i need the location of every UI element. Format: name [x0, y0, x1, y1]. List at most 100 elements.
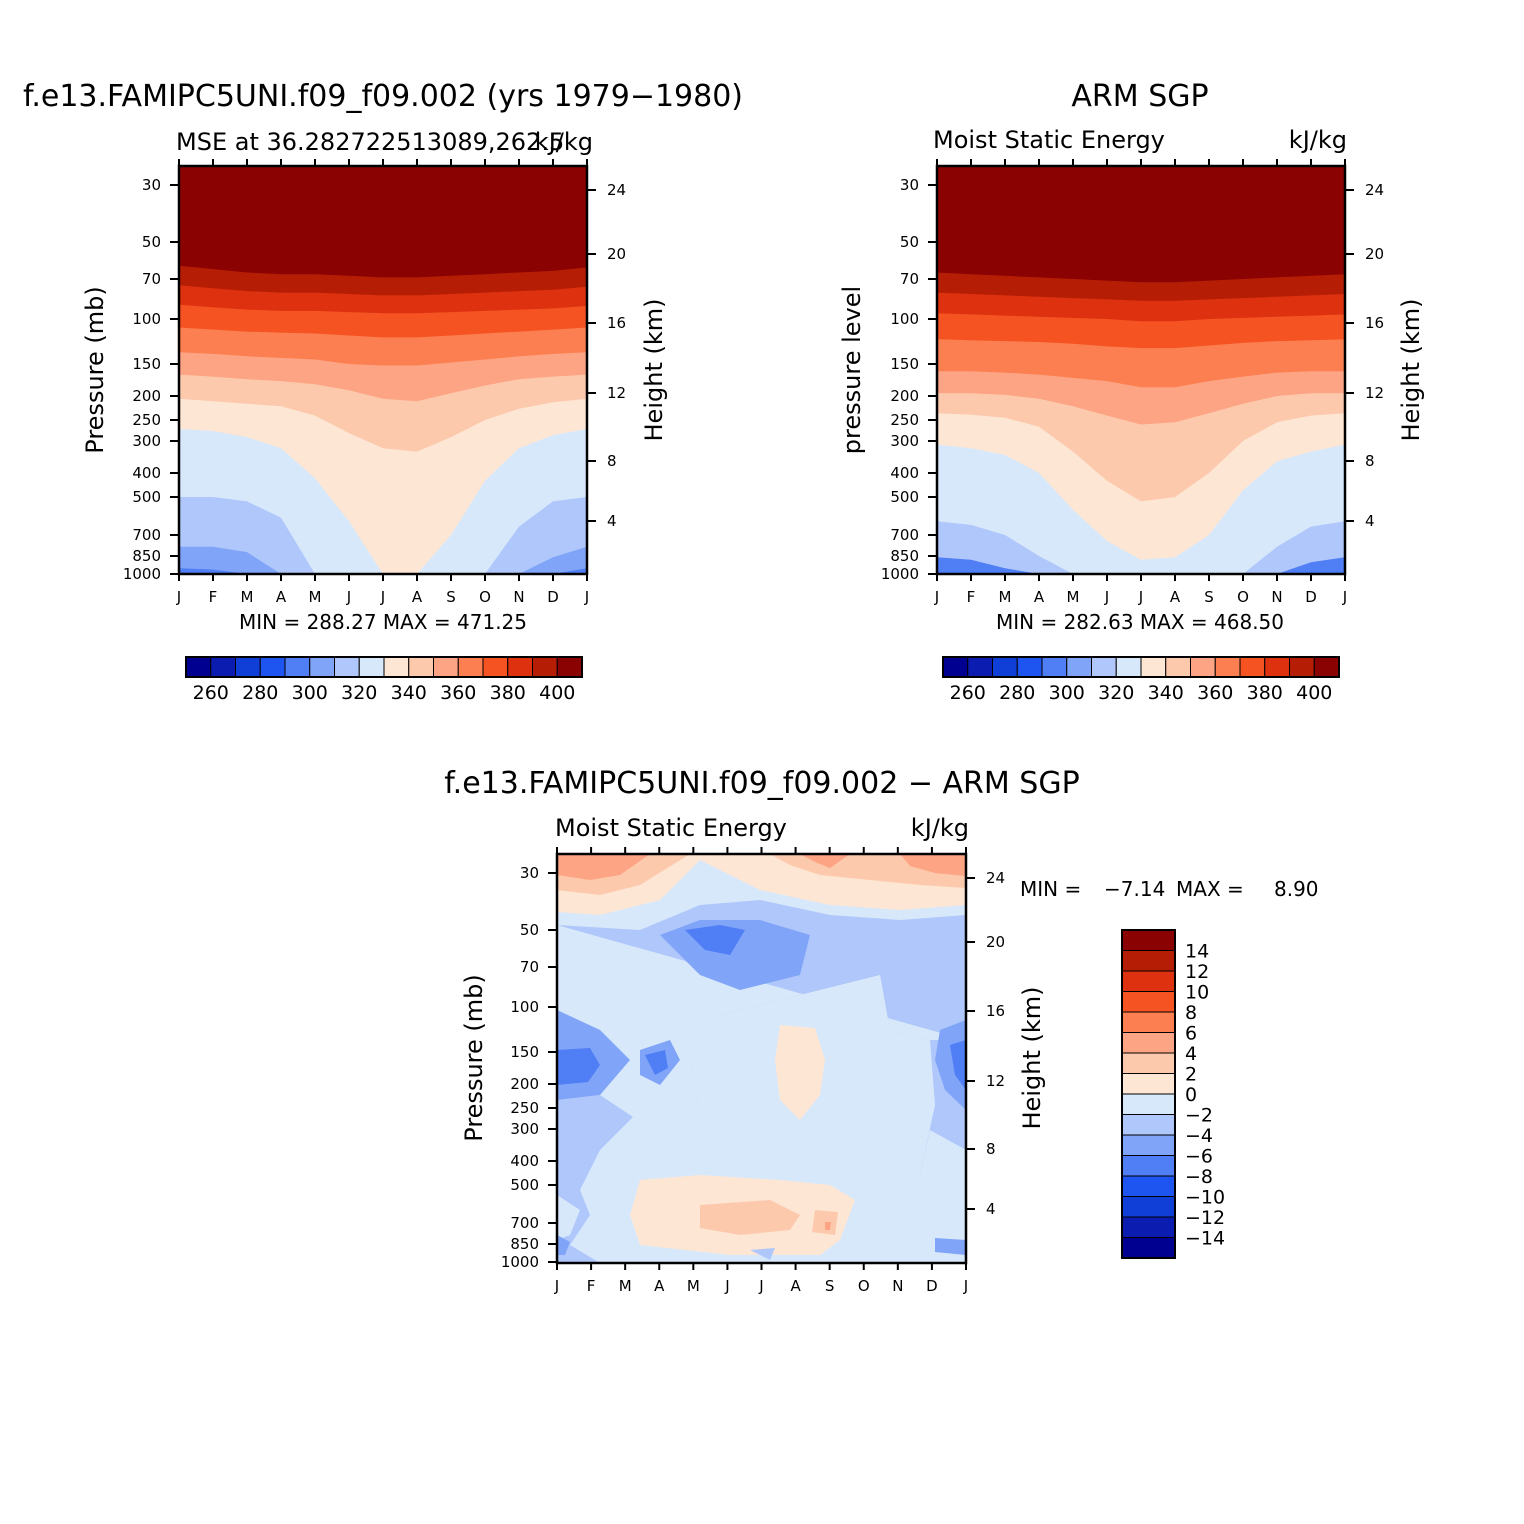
diff-cbar-box: [1121, 1155, 1176, 1177]
model-ylabel: Pressure (mb): [81, 286, 109, 453]
model-cbar-box: [556, 656, 583, 678]
obs-cbar-label: 380: [1247, 682, 1283, 704]
model-ytick-right-label: 12: [607, 384, 626, 402]
diff-max-label: MAX =: [1176, 877, 1244, 901]
model-title: f.e13.FAMIPC5UNI.f09_f09.002 (yrs 1979−1…: [23, 79, 743, 114]
model-ytick-right-label: 16: [607, 314, 626, 332]
model-xtick-label: J: [380, 588, 385, 606]
obs-ylabel: pressure level: [838, 286, 866, 454]
diff-band-neg-bottom-b: [935, 1238, 966, 1255]
model-cbar-box: [457, 656, 484, 678]
obs-cbar-label: 340: [1148, 682, 1184, 704]
obs-ytick-label: 70: [900, 270, 919, 288]
obs-ytick-label: 100: [890, 310, 919, 328]
diff-cbar-label: −14: [1185, 1228, 1225, 1250]
diff-cbar-label: 8: [1185, 1002, 1197, 1024]
model-xtick-label: J: [346, 588, 351, 606]
model-cbar-label: 340: [391, 682, 427, 704]
diff-xtick-label: J: [554, 1277, 559, 1295]
diff-band-neg8-a: [685, 925, 745, 955]
diff-ytick-label: 70: [520, 958, 539, 976]
obs-cbar-box: [1190, 656, 1216, 678]
model-cbar-box: [433, 656, 459, 678]
model-cbar-box: [259, 656, 286, 678]
obs-ytick-right-label: 16: [1365, 314, 1384, 332]
obs-title: ARM SGP: [1071, 79, 1208, 114]
diff-max-value: 8.90: [1274, 877, 1319, 901]
diff-ytick-label: 400: [510, 1152, 539, 1170]
model-xtick-label: S: [446, 588, 456, 606]
model-cbar-label: 400: [539, 682, 575, 704]
diff-cbar-box: [1121, 970, 1176, 992]
obs-xtick-label: M: [999, 588, 1012, 606]
obs-cbar-box: [1313, 656, 1340, 678]
model-ytick-label: 100: [132, 310, 161, 328]
model-cbar-label: 320: [341, 682, 377, 704]
model-ytick-label: 250: [132, 411, 161, 429]
diff-cbar-label: 12: [1185, 961, 1209, 983]
obs-ytick-label: 1000: [881, 565, 919, 583]
diff-ylabel: Pressure (mb): [460, 974, 488, 1141]
obs-band-400+: [937, 166, 1345, 283]
diff-ytick-label: 850: [510, 1235, 539, 1253]
diff-cbar-frame: [1121, 929, 1176, 1259]
diff-band-pos-mid: [775, 1025, 825, 1120]
model-cbar-label: 360: [440, 682, 476, 704]
diff-title: f.e13.FAMIPC5UNI.f09_f09.002 − ARM SGP: [444, 766, 1079, 801]
diff-cbar-box: [1121, 950, 1176, 972]
obs-ytick-label: 300: [890, 432, 919, 450]
model-xtick-label: M: [309, 588, 322, 606]
obs-ytick-label: 50: [900, 233, 919, 251]
model-cbar-box: [408, 656, 434, 678]
diff-ytick-label: 1000: [501, 1253, 539, 1271]
diff-xtick-label: A: [790, 1277, 801, 1295]
obs-cbar-box: [1091, 656, 1117, 678]
model-ytick-right-label: 4: [607, 512, 617, 530]
model-cbar-box: [309, 656, 335, 678]
obs-cbar-box: [992, 656, 1018, 678]
obs-ytick-right-label: 24: [1365, 181, 1384, 199]
obs-xtick-label: N: [1271, 588, 1282, 606]
model-xtick-label: M: [241, 588, 254, 606]
obs-ytick-label: 30: [900, 176, 919, 194]
model-ytick-label: 500: [132, 488, 161, 506]
model-cbar-box: [383, 656, 410, 678]
obs-cbar-box: [1289, 656, 1315, 678]
obs-ytick-label: 700: [890, 526, 919, 544]
diff-cbar-box: [1121, 1196, 1176, 1218]
diff-xtick-label: F: [587, 1277, 596, 1295]
obs-subtitle-left: Moist Static Energy: [933, 126, 1165, 154]
diff-ylabel-right: Height (km): [1018, 987, 1046, 1130]
diff-xtick-label: D: [926, 1277, 938, 1295]
diff-cbar-label: 10: [1185, 982, 1209, 1004]
obs-cbar-box: [1115, 656, 1142, 678]
diff-cbar-box: [1121, 1237, 1176, 1259]
diff-ytick-right-label: 12: [986, 1072, 1005, 1090]
diff-min-label: MIN =: [1020, 877, 1081, 901]
diff-cbar-label: −8: [1185, 1166, 1213, 1188]
diff-cbar-box: [1121, 1011, 1176, 1033]
diff-cbar-box: [1121, 1216, 1176, 1238]
diff-ytick-label: 200: [510, 1075, 539, 1093]
obs-cbar-label: 320: [1098, 682, 1134, 704]
obs-cbar-label: 260: [950, 682, 986, 704]
diff-xtick-label: S: [825, 1277, 835, 1295]
obs-cbar-box: [1140, 656, 1167, 678]
model-ytick-label: 150: [132, 355, 161, 373]
diff-band-pos-top3: [557, 854, 650, 880]
model-xtick-label: D: [547, 588, 559, 606]
model-cbar-label: 280: [242, 682, 278, 704]
model-ytick-label: 850: [132, 547, 161, 565]
obs-cbar-box: [942, 656, 969, 678]
diff-band-neg-bottom-a: [557, 1235, 570, 1255]
model-subtitle-left: MSE at 36.282722513089,262.5: [176, 128, 564, 156]
obs-xtick-label: J: [934, 588, 939, 606]
obs-ytick-label: 400: [890, 464, 919, 482]
diff-ytick-right-label: 20: [986, 933, 1005, 951]
model-ytick-label: 70: [142, 270, 161, 288]
model-ytick-right-label: 20: [607, 245, 626, 263]
diff-cbar-box: [1121, 1032, 1176, 1054]
